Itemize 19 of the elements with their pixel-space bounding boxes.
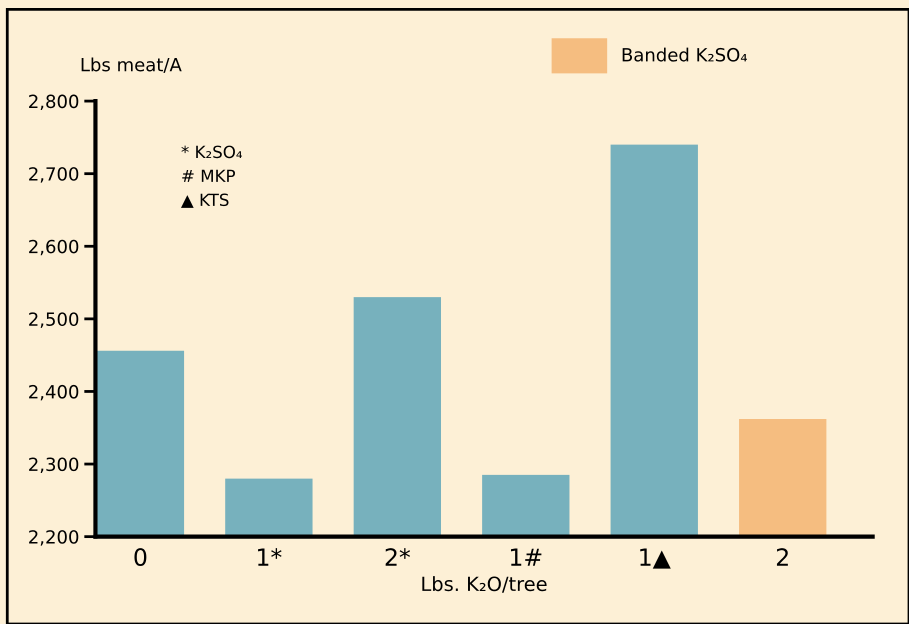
- x-tick-label: 0: [134, 548, 146, 566]
- x-tick-label: 1*: [258, 548, 282, 566]
- y-tick-label: 2,700: [29, 167, 78, 183]
- annotation: * K₂SO₄: [181, 146, 242, 158]
- y-axis-title: Lbs meat/A: [82, 57, 182, 73]
- x-axis-title: Lbs. K₂O/tree: [422, 576, 547, 593]
- y-tick-label: 2,500: [29, 312, 78, 328]
- x-tick-label: 1#: [510, 548, 542, 566]
- annotation: # MKP: [182, 170, 235, 182]
- y-tick-label: 2,400: [29, 384, 78, 400]
- y-tick-label: 2,200: [29, 530, 78, 546]
- y-tick-label: 2,300: [29, 458, 78, 474]
- y-tick-label: 2,600: [29, 240, 78, 256]
- legend-label: Banded K₂SO₄: [622, 48, 747, 62]
- y-tick-label: 2,800: [29, 94, 78, 110]
- x-tick-label: 2*: [386, 548, 410, 566]
- x-tick-label: 1▲: [640, 548, 671, 569]
- annotation: ▲ KTS: [180, 193, 229, 208]
- x-tick-label: 2: [776, 548, 788, 566]
